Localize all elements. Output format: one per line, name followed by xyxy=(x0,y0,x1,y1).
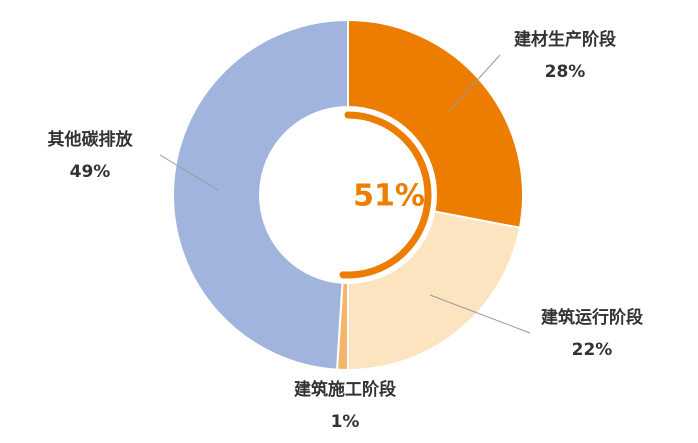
value-label: 28% xyxy=(545,62,586,82)
value-label: 49% xyxy=(70,162,111,182)
category-label: 其他碳排放 xyxy=(48,129,134,150)
value-label: 22% xyxy=(572,340,613,360)
leader-line xyxy=(449,54,501,111)
center-arc xyxy=(339,111,432,279)
category-label: 建筑施工阶段 xyxy=(294,379,396,400)
leader-line xyxy=(159,154,219,191)
category-label: 建材生产阶段 xyxy=(514,29,616,50)
donut-segment xyxy=(347,210,522,372)
donut-segment xyxy=(347,18,524,229)
leader-line xyxy=(429,294,531,334)
value-label: 1% xyxy=(331,412,360,432)
category-label: 建筑运行阶段 xyxy=(541,307,643,328)
donut-segment xyxy=(171,18,349,371)
center-label: 51% xyxy=(353,179,425,214)
